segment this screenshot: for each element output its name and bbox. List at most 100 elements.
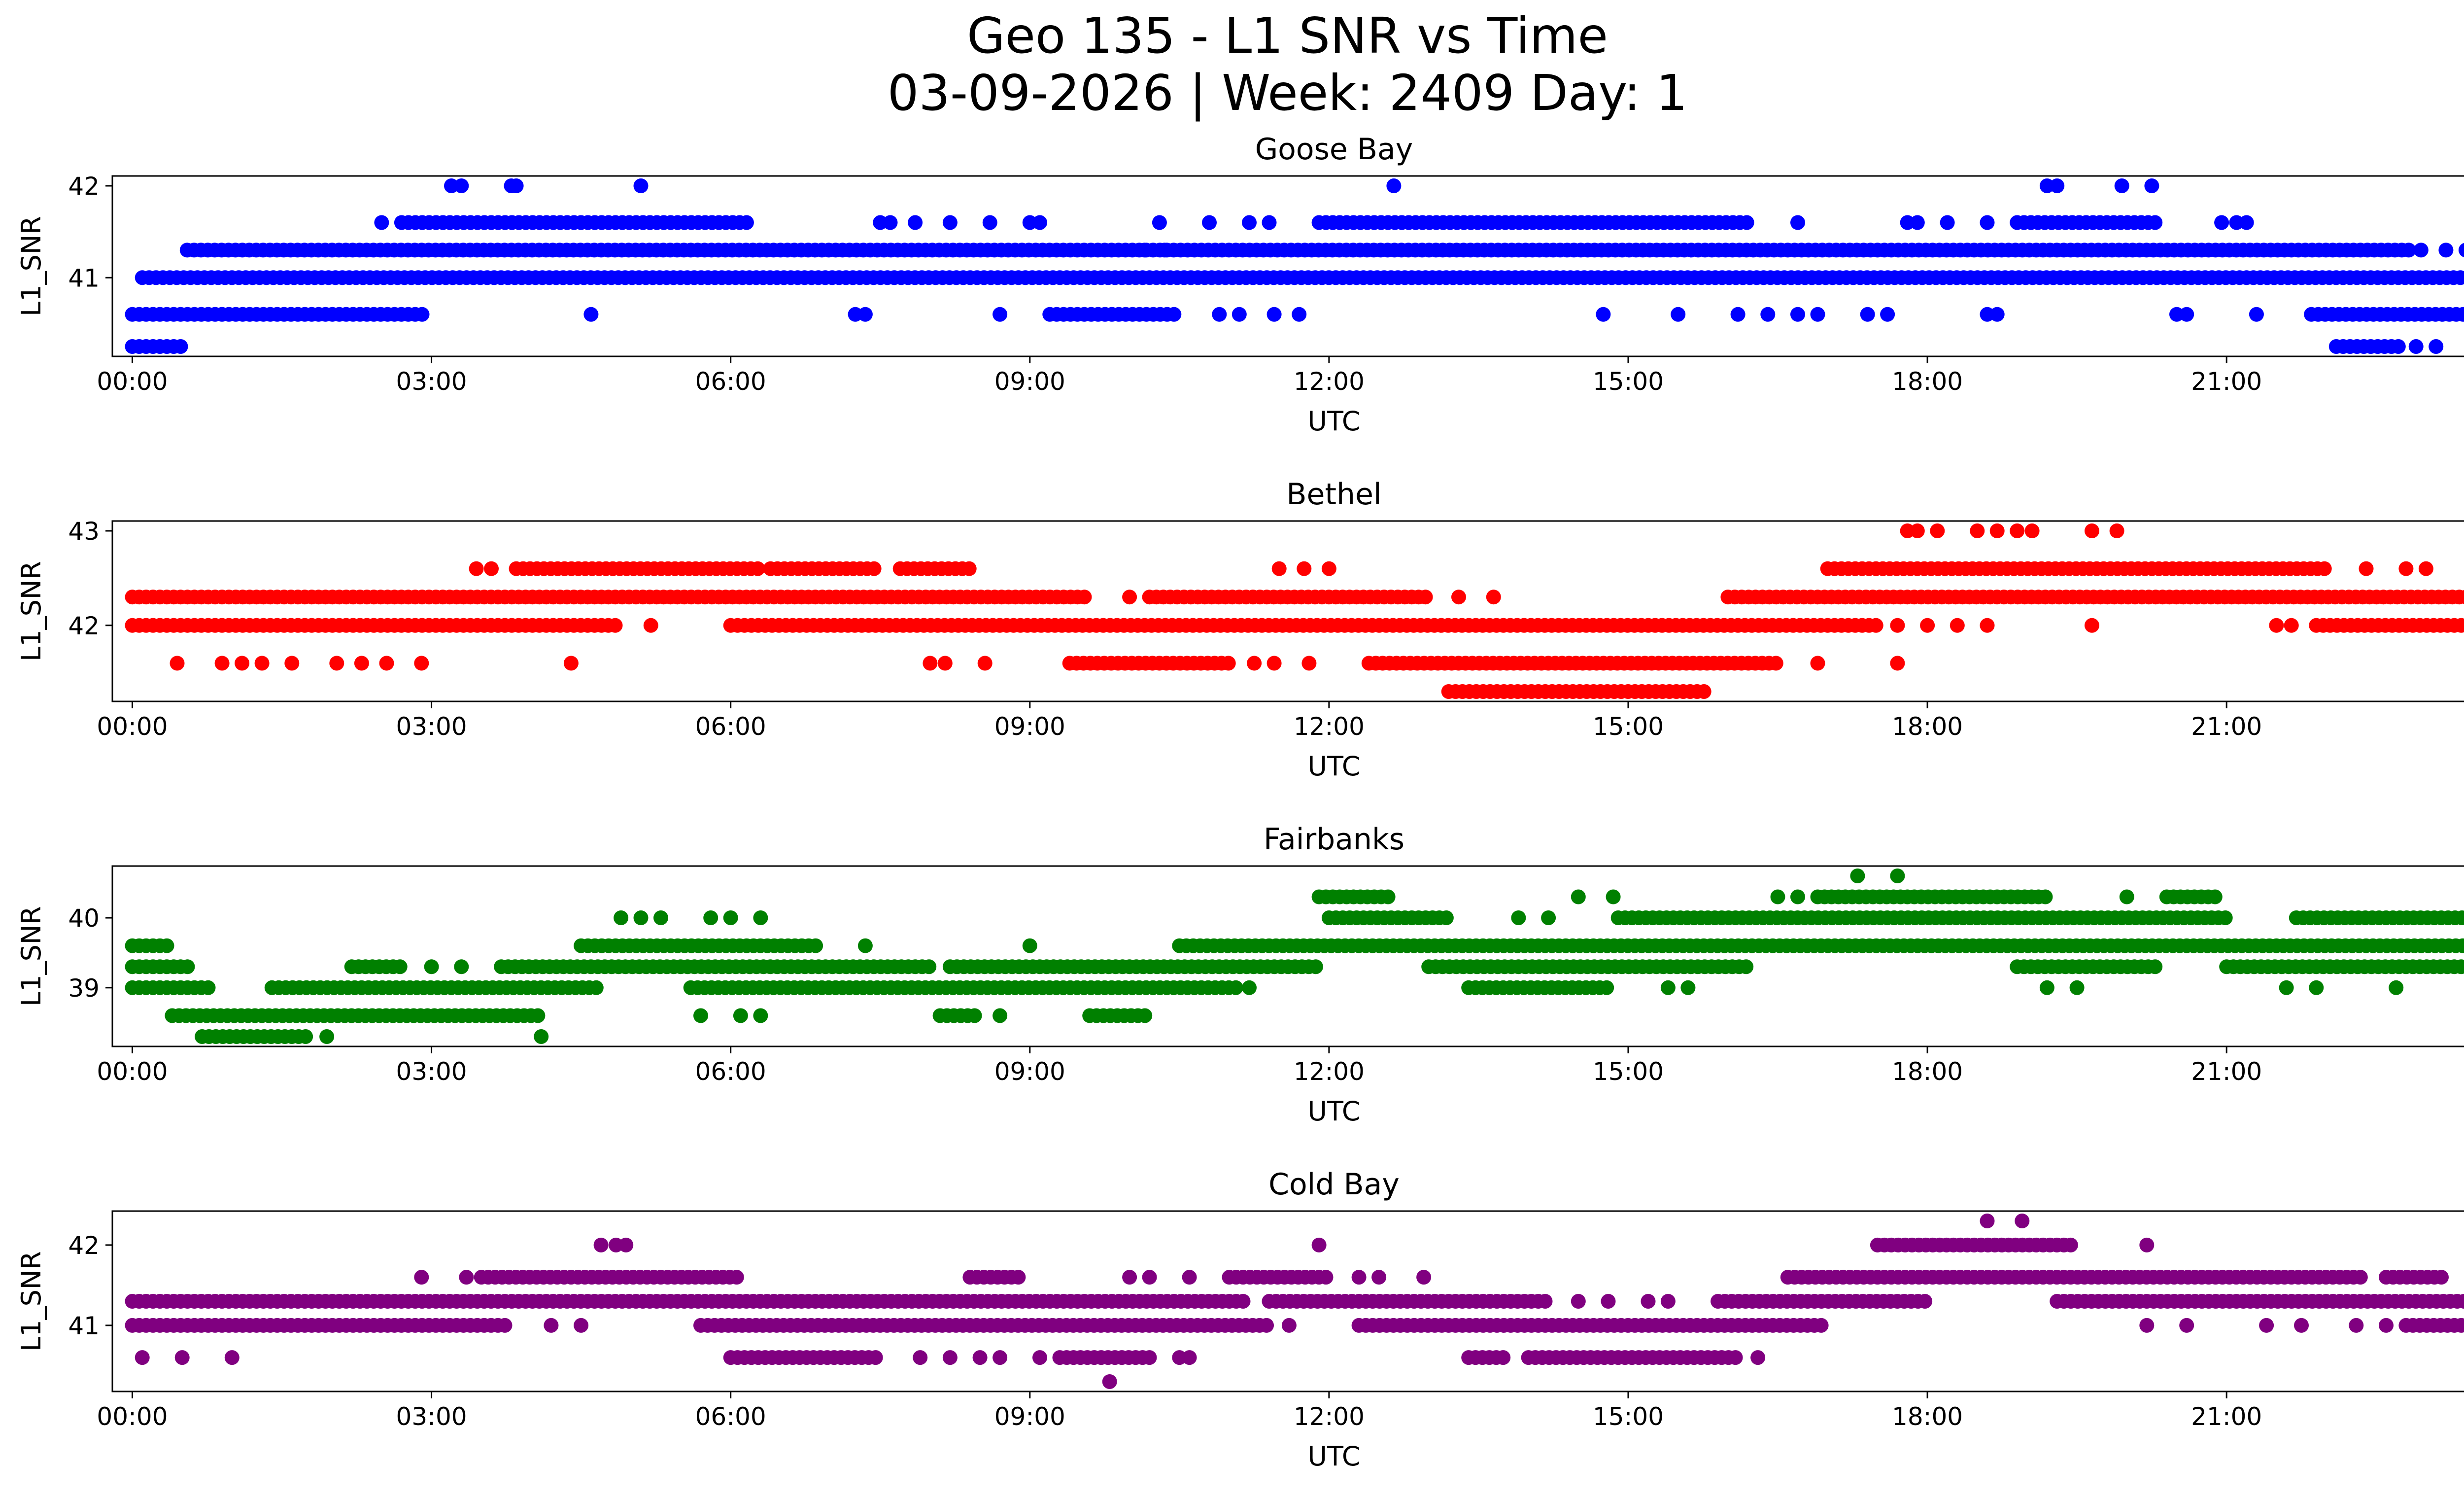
x-tick-label: 00:00 xyxy=(97,1402,168,1431)
data-point xyxy=(1271,561,1287,576)
x-axis-label: UTC xyxy=(1307,751,1360,782)
data-point xyxy=(497,1318,513,1333)
data-point xyxy=(1920,618,1935,633)
data-point xyxy=(1571,1294,1586,1309)
data-point xyxy=(1860,307,1875,322)
data-point xyxy=(454,178,469,193)
data-point xyxy=(967,1008,982,1023)
data-point xyxy=(1989,307,2005,322)
data-point xyxy=(1890,869,1905,883)
data-point xyxy=(1917,1294,1933,1309)
data-point xyxy=(170,656,185,671)
data-point xyxy=(1601,1294,1616,1309)
data-point xyxy=(2119,889,2134,904)
data-point xyxy=(1386,178,1402,193)
data-point xyxy=(2038,889,2053,904)
data-point xyxy=(2024,523,2040,538)
data-point xyxy=(1152,215,1167,230)
data-point xyxy=(2460,271,2464,284)
data-point xyxy=(703,910,719,925)
data-point xyxy=(2438,243,2454,258)
data-point xyxy=(2179,307,2194,322)
data-point xyxy=(2015,1214,2030,1228)
data-point xyxy=(1297,561,1312,576)
data-point xyxy=(2218,910,2233,925)
data-point xyxy=(2139,1318,2155,1333)
data-point xyxy=(608,618,623,633)
y-tick-label: 41 xyxy=(68,1312,100,1340)
data-point xyxy=(1730,307,1745,322)
plot-frame xyxy=(111,1210,2464,1392)
y-tick-label: 42 xyxy=(68,172,100,201)
data-point xyxy=(1182,1350,1197,1365)
data-point xyxy=(1890,656,1905,671)
data-point xyxy=(1850,869,1865,883)
data-point xyxy=(693,1008,708,1023)
x-tick-label: 21:00 xyxy=(2191,1057,2262,1086)
data-point xyxy=(1321,561,1336,576)
x-tick-label: 09:00 xyxy=(994,367,1065,396)
x-tick-label: 12:00 xyxy=(1294,712,1365,741)
data-point xyxy=(2148,215,2163,230)
data-point xyxy=(1311,1237,1327,1252)
data-point xyxy=(2455,938,2464,953)
data-point xyxy=(354,656,369,671)
x-tick-label: 15:00 xyxy=(1593,1402,1664,1431)
data-point xyxy=(1760,307,1776,322)
data-point xyxy=(923,656,938,671)
data-point xyxy=(750,561,765,576)
data-point xyxy=(2389,980,2404,995)
x-axis-label: UTC xyxy=(1307,1096,1360,1127)
data-point xyxy=(1980,1214,1995,1228)
x-tick-label: 03:00 xyxy=(396,1057,467,1086)
data-point xyxy=(1599,980,1614,995)
data-point xyxy=(1077,590,1092,605)
data-point xyxy=(1438,910,1454,925)
data-point xyxy=(173,339,188,354)
data-point xyxy=(992,1350,1008,1365)
data-point xyxy=(753,1008,768,1023)
data-point xyxy=(1641,1294,1656,1309)
data-point xyxy=(1122,590,1137,605)
x-tick-label: 06:00 xyxy=(695,1402,766,1431)
data-point xyxy=(857,938,873,953)
data-point xyxy=(2413,243,2429,258)
data-series xyxy=(125,1214,2464,1389)
data-point xyxy=(2179,1318,2194,1333)
data-point xyxy=(2408,339,2424,354)
data-point xyxy=(1496,1350,1511,1365)
data-point xyxy=(633,910,649,925)
data-point xyxy=(2434,1270,2449,1285)
data-point xyxy=(1486,590,1501,605)
data-point xyxy=(1728,1350,1743,1365)
data-point xyxy=(942,1350,958,1365)
x-tick-label: 12:00 xyxy=(1294,367,1365,396)
chart-title: Fairbanks xyxy=(1264,822,1404,857)
data-point xyxy=(1451,590,1466,605)
x-tick-label: 09:00 xyxy=(994,1057,1065,1086)
data-point xyxy=(1810,307,1825,322)
data-point xyxy=(1541,910,1556,925)
data-point xyxy=(2148,959,2163,974)
data-point xyxy=(2069,980,2085,995)
data-point xyxy=(883,215,898,230)
data-point xyxy=(2401,243,2416,258)
data-point xyxy=(982,215,997,230)
data-point xyxy=(1032,1350,1047,1365)
data-point xyxy=(2269,618,2284,633)
data-point xyxy=(1770,889,1785,904)
data-point xyxy=(1671,307,1686,322)
data-point xyxy=(2259,1318,2274,1333)
data-point xyxy=(2461,619,2464,632)
x-tick-label: 18:00 xyxy=(1892,712,1963,741)
x-tick-label: 03:00 xyxy=(396,367,467,396)
data-point xyxy=(1318,1270,1334,1285)
data-point xyxy=(1810,656,1825,671)
data-point xyxy=(574,1318,589,1333)
data-point xyxy=(2379,1318,2394,1333)
data-point xyxy=(866,561,882,576)
data-point xyxy=(2063,1237,2078,1252)
data-point xyxy=(2309,980,2324,995)
x-tick-label: 09:00 xyxy=(994,1402,1065,1431)
